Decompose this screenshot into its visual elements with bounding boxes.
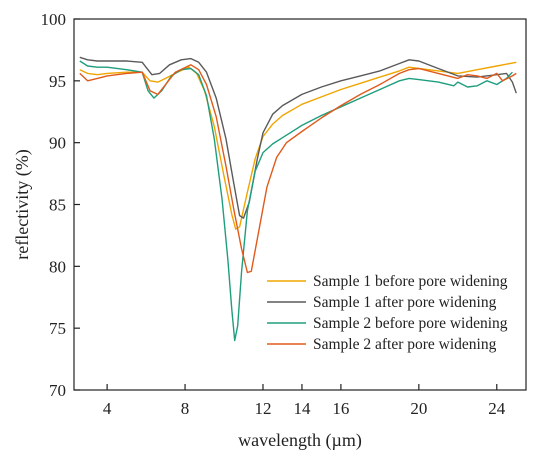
y-tick-label: 75 [49,319,66,338]
series-lines [79,56,517,342]
y-tick-label: 70 [49,381,66,400]
ticks-layer: 4 8 12 14 16 20 24 70 75 80 85 90 95 100 [41,10,506,418]
y-tick-label: 95 [49,72,66,91]
x-tick-label: 20 [410,399,427,418]
y-axis-title: reflectivity (%) [12,149,33,259]
x-tick-label: 12 [254,399,271,418]
x-tick-label: 16 [332,399,349,418]
y-tick-label: 90 [49,134,66,153]
x-tick-label: 8 [181,399,190,418]
plot-frame [73,18,527,391]
x-tick-label: 14 [293,399,311,418]
legend-label-2: Sample 1 after pore widening [313,294,497,311]
x-tick-label: 24 [488,399,506,418]
series-line-3 [79,60,513,342]
legend-label-1: Sample 1 before pore widening [313,273,508,290]
legend-label-3: Sample 2 before pore widening [313,315,508,332]
y-tick-label: 85 [49,196,66,215]
legend-label-4: Sample 2 after pore widening [313,336,497,353]
y-tick-label: 80 [49,257,66,276]
x-axis-title: wavelength (µm) [238,430,362,451]
x-tick-label: 4 [103,399,112,418]
legend: Sample 1 before pore widening Sample 1 af… [267,273,508,353]
series-line-1 [79,61,517,230]
y-tick-label: 100 [41,10,67,29]
series-line-4 [79,64,517,274]
